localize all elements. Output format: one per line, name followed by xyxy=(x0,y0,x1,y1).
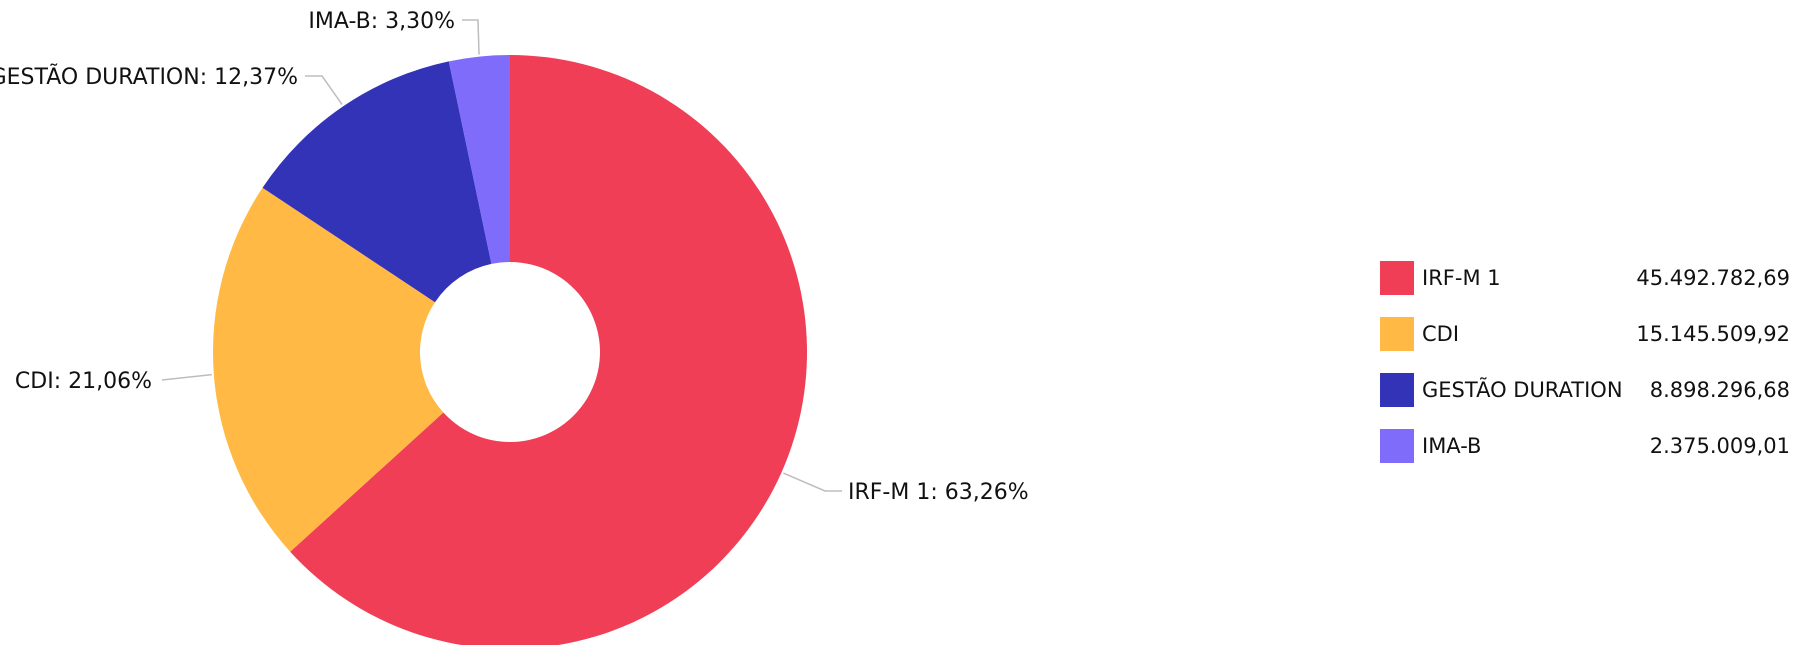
pie-slice-cdi[interactable] xyxy=(213,187,444,552)
legend-swatch-cdi xyxy=(1380,317,1414,351)
slice-label: IMA-B: 3,30% xyxy=(308,9,455,34)
legend-label: GESTÃO DURATION xyxy=(1422,378,1623,402)
leader-line xyxy=(305,75,343,106)
legend-item[interactable]: IMA-B 2.375.009,01 xyxy=(1380,418,1790,474)
legend-item[interactable]: CDI 15.145.509,92 xyxy=(1380,306,1790,362)
legend-value: 8.898.296,68 xyxy=(1649,378,1790,402)
legend-label: CDI xyxy=(1422,322,1460,346)
legend-label: IRF-M 1 xyxy=(1422,266,1501,290)
slice-label: CDI: 21,06% xyxy=(15,369,152,394)
legend-value: 2.375.009,01 xyxy=(1649,434,1790,458)
slice-label: IRF-M 1: 63,26% xyxy=(848,480,1029,505)
slices-group xyxy=(213,55,807,649)
legend-item[interactable]: IRF-M 1 45.492.782,69 xyxy=(1380,250,1790,306)
slice-labels-group: IRF-M 1: 63,26% CDI: 21,06% GESTÃO DURATIO… xyxy=(0,9,1029,505)
pie-slice-irf-m-1[interactable] xyxy=(290,55,807,649)
leader-line xyxy=(783,472,842,492)
legend-swatch-irf-m-1 xyxy=(1380,261,1414,295)
legend-item[interactable]: GESTÃO DURATION 8.898.296,68 xyxy=(1380,362,1790,418)
legend-swatch-gestao-duration xyxy=(1380,373,1414,407)
legend-label: IMA-B xyxy=(1422,434,1482,458)
slice-label: GESTÃO DURATION: 12,37% xyxy=(0,63,298,90)
leader-line xyxy=(462,19,480,55)
legend-value: 45.492.782,69 xyxy=(1636,266,1790,290)
pie-slice-gest-o-duration[interactable] xyxy=(262,61,492,303)
leader-line xyxy=(161,373,212,381)
leader-lines-group xyxy=(161,19,842,492)
pie-slice-ima-b[interactable] xyxy=(448,55,510,264)
legend-swatch-ima-b xyxy=(1380,429,1414,463)
legend: IRF-M 1 45.492.782,69 CDI 15.145.509,92 … xyxy=(1380,250,1790,474)
legend-value: 15.145.509,92 xyxy=(1636,322,1790,346)
